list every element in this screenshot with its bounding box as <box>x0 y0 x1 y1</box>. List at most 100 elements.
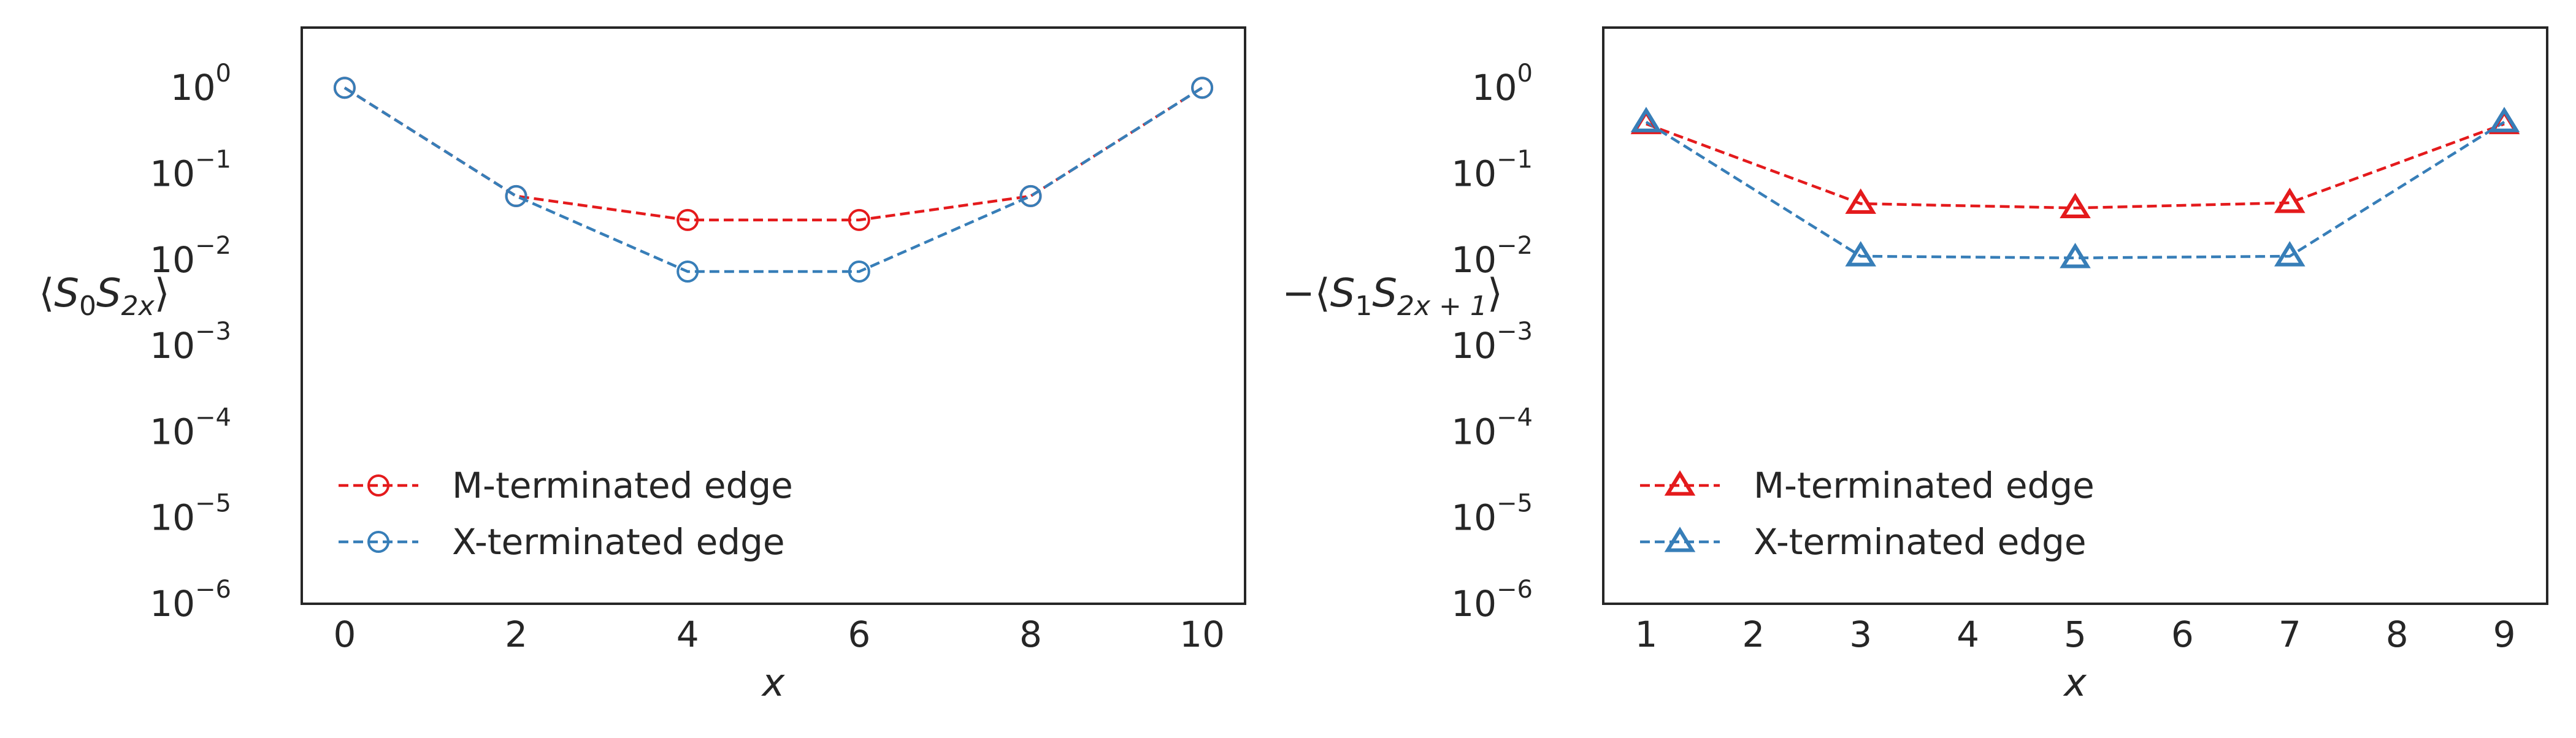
y-tick-base: 10 <box>150 153 195 195</box>
ylabel-subscript-2: 2x <box>121 291 155 322</box>
y-tick-exponent: −1 <box>195 146 231 174</box>
y-tick-exponent: −6 <box>195 576 231 604</box>
data-point <box>848 208 870 231</box>
y-tick-label: 10−6 <box>1451 576 1533 625</box>
x-tick-label: 0 <box>333 614 356 655</box>
y-tick-base: 10 <box>1451 239 1497 281</box>
y-tick-label: 10−3 <box>1451 318 1533 367</box>
legend-marker <box>1664 527 1696 552</box>
y-tick-label: 10−4 <box>1451 403 1533 452</box>
x-tick-label: 4 <box>1957 614 1979 655</box>
y-tick-label: 10−4 <box>150 403 231 452</box>
x-axis-label: x <box>761 660 786 705</box>
y-tick-base: 10 <box>1451 583 1497 625</box>
y-tick-base: 10 <box>150 583 195 625</box>
x-tick-label: 7 <box>2279 614 2301 655</box>
series-line-1 <box>343 86 1203 222</box>
ylabel-subscript-1: 0 <box>79 291 96 322</box>
y-tick-base: 10 <box>171 67 216 108</box>
y-tick-label: 10−2 <box>150 232 231 281</box>
data-point <box>1845 241 1877 267</box>
ylabel-open: ⟨ <box>39 271 54 316</box>
ylabel-symbol-1: S <box>54 271 79 316</box>
y-tick-exponent: −2 <box>195 232 231 260</box>
data-point <box>2488 107 2520 132</box>
series-line-2 <box>1645 121 2505 260</box>
x-tick-label: 3 <box>1849 614 1872 655</box>
y-tick-exponent: −3 <box>1497 318 1533 346</box>
data-point <box>677 208 699 231</box>
y-tick-label: 10−5 <box>150 490 231 539</box>
y-tick-base: 10 <box>1451 411 1497 452</box>
y-tick-base: 10 <box>150 411 195 452</box>
ylabel-open: −⟨ <box>1282 271 1330 316</box>
data-point <box>2274 241 2306 267</box>
y-tick-label: 100 <box>1472 59 1533 108</box>
data-point <box>1191 77 1214 99</box>
legend-entry-1: M-terminated edge <box>339 465 793 506</box>
x-tick-label: 1 <box>1635 614 1658 655</box>
plot-frame <box>1602 26 2548 605</box>
y-tick-exponent: −1 <box>1497 146 1533 174</box>
y-tick-exponent: −5 <box>195 490 231 518</box>
legend-label: M-terminated edge <box>452 465 793 506</box>
data-point <box>677 260 699 283</box>
legend-entry-2: X-terminated edge <box>1640 521 2087 563</box>
y-tick-exponent: −5 <box>1497 490 1533 518</box>
chart-panel-2: 1 2 3 4 5 6 7 8 910010−110−210−310−410−510−6x−⟨S… <box>1282 26 2548 705</box>
legend-marker <box>1664 470 1696 496</box>
y-tick-base: 10 <box>1451 153 1497 195</box>
x-tick-label: 2 <box>1742 614 1765 655</box>
plot-frame <box>301 26 1246 605</box>
x-tick-label: 4 <box>677 614 699 655</box>
data-point <box>333 77 356 99</box>
y-tick-label: 10−6 <box>150 576 231 625</box>
data-point <box>2060 192 2091 219</box>
data-point <box>2274 188 2306 213</box>
series-line-1 <box>1646 123 2505 210</box>
ylabel-close: ⟩ <box>1487 271 1503 316</box>
x-tick-label: 2 <box>505 614 527 655</box>
y-tick-base: 10 <box>150 325 195 367</box>
x-tick-label: 8 <box>1019 614 1042 655</box>
ylabel-symbol-2: S <box>1372 271 1397 316</box>
y-tick-exponent: −4 <box>1497 403 1533 432</box>
data-point <box>1630 107 1662 132</box>
legend-entry-1: M-terminated edge <box>1640 465 2095 506</box>
y-tick-base: 10 <box>150 497 195 539</box>
ylabel-subscript-2: 2x + 1 <box>1397 291 1487 322</box>
data-point <box>505 184 527 207</box>
y-tick-exponent: 0 <box>1517 59 1533 88</box>
ylabel-close: ⟩ <box>155 271 170 316</box>
y-tick-label: 100 <box>171 59 231 108</box>
y-tick-exponent: −6 <box>1497 576 1533 604</box>
y-tick-exponent: −4 <box>195 403 231 432</box>
x-tick-label: 8 <box>2386 614 2409 655</box>
legend-label: X-terminated edge <box>452 521 785 563</box>
series-line-2 <box>343 86 1203 273</box>
x-tick-label: 5 <box>2064 614 2087 655</box>
x-tick-label: 10 <box>1179 614 1225 655</box>
y-tick-exponent: −2 <box>1497 232 1533 260</box>
data-point <box>848 260 870 283</box>
data-point <box>1845 188 1877 214</box>
y-tick-label: 10−1 <box>1451 146 1533 195</box>
y-tick-exponent: −3 <box>195 318 231 346</box>
data-point <box>2060 243 2091 268</box>
ylabel-subscript-1: 1 <box>1355 291 1372 322</box>
legend-label: X-terminated edge <box>1754 521 2087 563</box>
chart-panel-1: 0 2 4 6 8 1010010−110−210−310−410−510−6x⟨S0S2… <box>39 26 1246 705</box>
x-axis-label: x <box>2063 660 2087 705</box>
legend-marker <box>367 531 389 553</box>
y-tick-base: 10 <box>1472 67 1517 108</box>
x-tick-label: 9 <box>2493 614 2516 655</box>
y-axis-label: ⟨S0S2x⟩ <box>39 271 169 322</box>
y-tick-label: 10−2 <box>1451 232 1533 281</box>
y-axis-label: −⟨S1S2x + 1⟩ <box>1282 271 1503 322</box>
y-tick-base: 10 <box>1451 497 1497 539</box>
y-tick-base: 10 <box>1451 325 1497 367</box>
ylabel-symbol-1: S <box>1330 271 1355 316</box>
ylabel-symbol-2: S <box>96 271 121 316</box>
